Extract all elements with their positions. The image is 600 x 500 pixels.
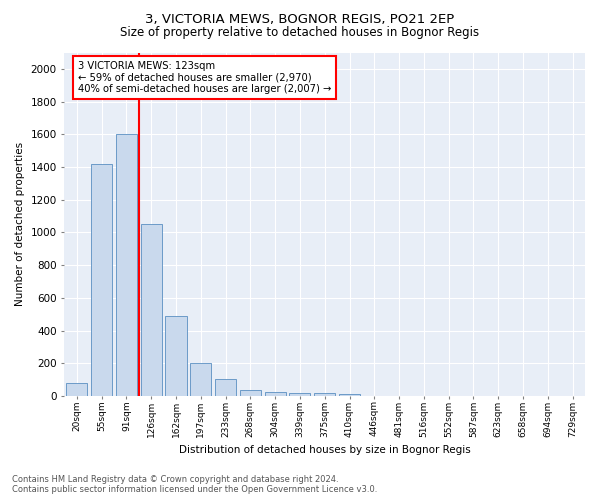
Text: 3, VICTORIA MEWS, BOGNOR REGIS, PO21 2EP: 3, VICTORIA MEWS, BOGNOR REGIS, PO21 2EP: [145, 12, 455, 26]
Bar: [339, 394, 360, 396]
Bar: [116, 134, 137, 396]
Y-axis label: Number of detached properties: Number of detached properties: [15, 142, 25, 306]
Bar: [166, 316, 187, 396]
Text: 3 VICTORIA MEWS: 123sqm
← 59% of detached houses are smaller (2,970)
40% of semi: 3 VICTORIA MEWS: 123sqm ← 59% of detache…: [78, 60, 331, 94]
Text: Size of property relative to detached houses in Bognor Regis: Size of property relative to detached ho…: [121, 26, 479, 39]
Bar: [314, 393, 335, 396]
Bar: [265, 392, 286, 396]
Bar: [240, 390, 261, 396]
Bar: [91, 164, 112, 396]
Bar: [289, 393, 310, 396]
Bar: [215, 379, 236, 396]
Bar: [67, 383, 88, 396]
Bar: [140, 224, 162, 396]
Text: Contains HM Land Registry data © Crown copyright and database right 2024.
Contai: Contains HM Land Registry data © Crown c…: [12, 474, 377, 494]
X-axis label: Distribution of detached houses by size in Bognor Regis: Distribution of detached houses by size …: [179, 445, 470, 455]
Bar: [190, 362, 211, 396]
